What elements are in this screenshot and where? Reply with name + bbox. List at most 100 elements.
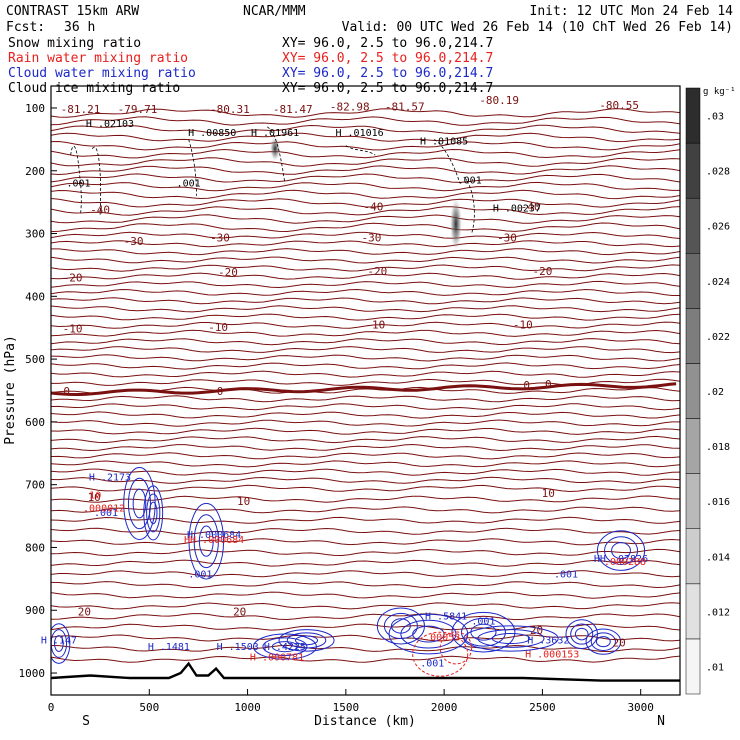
cloud-water-contour — [143, 485, 164, 541]
x-end-label-north: N — [657, 714, 665, 729]
valid-time: Valid: 00 UTC Wed 26 Feb 14 (10 ChT Wed … — [342, 20, 733, 35]
cloud-water-contour — [146, 493, 161, 533]
temperature-low-label: -79.71 — [118, 103, 158, 116]
cloud-water-label: H .2173 — [89, 472, 131, 483]
rain-label: H .000153 — [525, 649, 579, 660]
colorbar-tick-label: .01 — [706, 662, 724, 673]
isotherm-label: -30 — [210, 232, 230, 245]
model-title: CONTRAST 15km ARW — [6, 4, 139, 19]
cloud-water-contour — [262, 637, 308, 656]
isotherm-line — [51, 362, 680, 370]
snow-label: H .01961 — [251, 128, 299, 139]
cloud-water-contour — [477, 629, 545, 648]
cloud-water-contour — [278, 629, 335, 652]
cloud-water-contour — [148, 501, 158, 525]
isotherm-line — [51, 338, 680, 346]
temperature-low-label: -81.21 — [61, 103, 101, 116]
colorbar-segment — [685, 638, 701, 695]
isotherm-label: 20 — [78, 605, 91, 618]
temperature-low-label: -82.98 — [330, 101, 370, 114]
cloud-water-contour — [188, 502, 225, 580]
y-tick-label: 700 — [25, 479, 45, 492]
isotherm-label: -30 — [497, 232, 517, 245]
snow-maximum-shade — [270, 136, 281, 161]
cloud-water-label: .001 — [94, 508, 118, 519]
isotherm-line — [51, 189, 680, 200]
plot-area — [51, 108, 680, 682]
snow-label: .001 — [66, 179, 90, 190]
colorbar-tick-label: .018 — [706, 442, 730, 453]
colorbar-segment — [685, 473, 701, 529]
cloud-water-label: H .1503 — [217, 642, 259, 653]
isotherm-line — [51, 613, 680, 621]
x-end-label-south: S — [82, 714, 90, 729]
isotherm-line — [51, 419, 680, 427]
isotherm-label: 10 — [88, 491, 101, 504]
isotherm-line — [51, 148, 680, 159]
isotherm-label: -10 — [63, 323, 83, 336]
y-tick-label: 200 — [25, 165, 45, 178]
isotherm-line — [51, 370, 680, 378]
isotherm-line — [51, 495, 680, 503]
cloud-water-label: H .4225 — [264, 642, 306, 653]
cloud-water-contour — [585, 628, 622, 655]
cloud-water-label: H .5841 — [425, 612, 467, 623]
colorbar-tick-label: .012 — [706, 607, 730, 618]
isotherm-line — [51, 655, 680, 663]
snow-label: H .02103 — [86, 119, 134, 130]
colorbar-segment — [685, 197, 701, 254]
colorbar-segment — [685, 418, 701, 474]
isotherm-line — [51, 272, 680, 280]
snow-contour — [91, 146, 102, 215]
isotherm-line — [51, 354, 680, 362]
x-tick-label: 2000 — [431, 701, 458, 714]
isotherm-line — [51, 248, 680, 256]
colorbar-segment — [685, 87, 701, 144]
isotherm-line — [51, 634, 680, 642]
isotherm-label: 0 — [63, 385, 70, 398]
field-name-rain: Rain water mixing ratio — [8, 51, 188, 66]
field-name-snow: Snow mixing ratio — [8, 36, 141, 51]
isotherm-line — [51, 506, 680, 514]
isotherm-line — [51, 214, 680, 224]
isotherm-line — [51, 411, 680, 419]
isotherm-line — [51, 468, 680, 476]
isotherm-line — [51, 329, 680, 337]
isotherm-label: 20 — [530, 624, 543, 637]
colorbar-segment — [685, 363, 701, 419]
x-tick-label: 500 — [139, 701, 159, 714]
isotherm-line — [51, 443, 680, 452]
colorbar-tick-label: .014 — [706, 552, 730, 563]
colorbar-unit: g kg⁻¹ — [703, 87, 736, 97]
fcst-value: 36 h — [64, 20, 95, 35]
isotherm-line — [51, 165, 680, 176]
x-tick-label: 1500 — [333, 701, 360, 714]
isotherm-line — [51, 427, 680, 435]
y-tick-label: 100 — [25, 102, 45, 115]
snow-label: H .01085 — [420, 136, 468, 147]
field-xy-snow: XY= 96.0, 2.5 to 96.0,214.7 — [282, 36, 493, 51]
isotherm-zero-line — [51, 382, 677, 396]
cloud-water-label: .001 — [420, 659, 444, 670]
isotherm-line — [51, 313, 680, 321]
isotherm-line — [51, 231, 680, 239]
isotherm-line — [51, 280, 680, 289]
isotherm-line — [51, 602, 680, 610]
colorbar-tick-label: .03 — [706, 112, 724, 123]
isotherm-line — [51, 403, 680, 411]
isotherm-line — [51, 264, 680, 272]
isotherm-line — [51, 222, 680, 233]
snow-contour — [434, 139, 461, 184]
contour-labels: -40 -40 -40 -30 -30 -30 -30 -20 -20 -20 -20 -10 -10 -… — [41, 94, 648, 670]
isotherm-line — [51, 198, 680, 208]
field-xy-cloud-ice: XY= 96.0, 2.5 to 96.0,214.7 — [282, 81, 493, 96]
isotherm-label: -40 — [521, 200, 541, 213]
isotherm-label: -10 — [208, 321, 228, 334]
isotherm-line — [51, 116, 680, 126]
isotherm-label: 0 — [523, 379, 530, 392]
snow-contour — [345, 145, 376, 156]
isotherm-line — [51, 548, 680, 557]
rain-label: .00053 — [424, 632, 460, 643]
isotherm-label: -20 — [63, 271, 83, 284]
